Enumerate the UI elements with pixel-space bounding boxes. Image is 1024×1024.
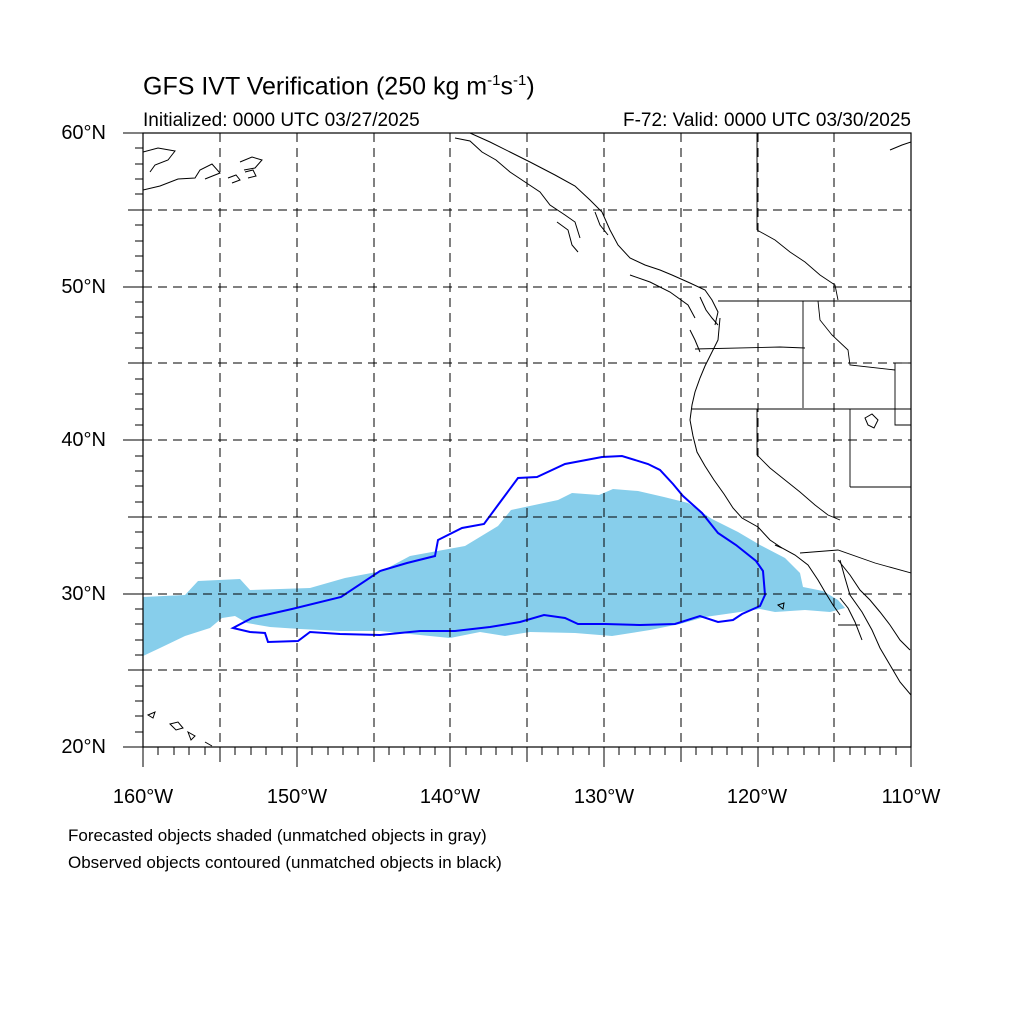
axis-ticks <box>123 132 912 767</box>
map-frame <box>142 132 912 748</box>
lon-label-160w: 160°W <box>112 786 174 808</box>
footnote-observed: Observed objects contoured (unmatched ob… <box>68 853 502 872</box>
lat-label-60n: 60°N <box>61 122 106 144</box>
lat-label-20n: 20°N <box>61 736 106 758</box>
coastlines <box>143 133 911 747</box>
chart-title: GFS IVT Verification (250 kg m-1s-1) <box>143 72 535 101</box>
political-borders <box>692 133 911 626</box>
lon-label-150w: 150°W <box>266 786 328 808</box>
valid-time-label: F-72: Valid: 0000 UTC 03/30/2025 <box>623 110 911 131</box>
lat-label-30n: 30°N <box>61 583 106 605</box>
gridlines <box>143 133 911 747</box>
forecast-object-shaded <box>143 489 845 656</box>
lon-label-140w: 140°W <box>419 786 481 808</box>
lon-label-120w: 120°W <box>726 786 788 808</box>
lat-label-40n: 40°N <box>61 429 106 451</box>
observed-object-contour <box>230 454 767 644</box>
footnote-forecast: Forecasted objects shaded (unmatched obj… <box>68 826 487 845</box>
initialized-label: Initialized: 0000 UTC 03/27/2025 <box>143 110 420 131</box>
lon-label-110w: 110°W <box>881 786 941 808</box>
lat-label-50n: 50°N <box>61 276 106 298</box>
lon-label-130w: 130°W <box>573 786 635 808</box>
